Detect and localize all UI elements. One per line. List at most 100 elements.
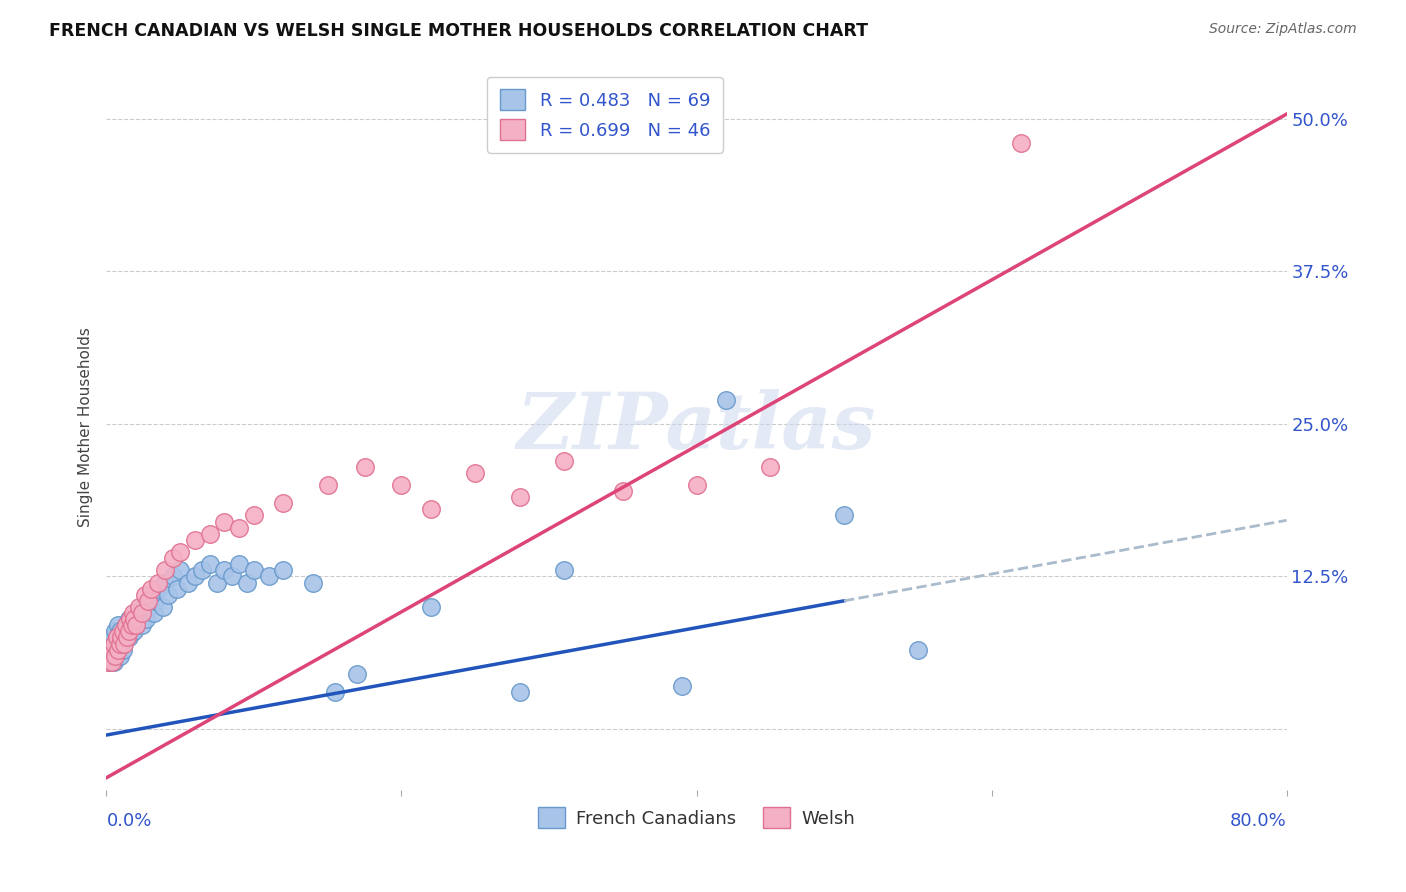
Point bbox=[273, 563, 295, 577]
Point bbox=[302, 575, 325, 590]
Point bbox=[122, 612, 145, 626]
Point bbox=[146, 582, 169, 596]
Point bbox=[134, 606, 156, 620]
Point bbox=[97, 655, 120, 669]
Point bbox=[101, 655, 124, 669]
Point bbox=[323, 685, 346, 699]
Point bbox=[129, 612, 152, 626]
Point bbox=[125, 618, 148, 632]
Point bbox=[114, 618, 136, 632]
Point bbox=[103, 636, 125, 650]
Point bbox=[228, 558, 250, 572]
Point bbox=[508, 490, 530, 504]
Point bbox=[157, 588, 180, 602]
Point bbox=[714, 392, 737, 407]
Point bbox=[108, 624, 131, 639]
Point bbox=[124, 624, 146, 639]
Legend: French Canadians, Welsh: French Canadians, Welsh bbox=[531, 800, 862, 835]
Point bbox=[97, 648, 120, 663]
Point bbox=[353, 459, 375, 474]
Point bbox=[104, 624, 127, 639]
Point bbox=[759, 459, 782, 474]
Point bbox=[162, 569, 184, 583]
Point bbox=[132, 599, 155, 614]
Point bbox=[108, 648, 131, 663]
Text: Source: ZipAtlas.com: Source: ZipAtlas.com bbox=[1209, 22, 1357, 37]
Point bbox=[120, 612, 142, 626]
Point bbox=[117, 631, 139, 645]
Point bbox=[184, 569, 207, 583]
Point bbox=[117, 612, 139, 626]
Point bbox=[907, 642, 929, 657]
Point bbox=[155, 575, 177, 590]
Point bbox=[105, 642, 128, 657]
Y-axis label: Single Mother Households: Single Mother Households bbox=[79, 327, 93, 527]
Point bbox=[112, 624, 135, 639]
Point bbox=[103, 655, 125, 669]
Point bbox=[257, 569, 280, 583]
Point bbox=[111, 642, 134, 657]
Point bbox=[110, 636, 132, 650]
Point bbox=[221, 569, 243, 583]
Text: FRENCH CANADIAN VS WELSH SINGLE MOTHER HOUSEHOLDS CORRELATION CHART: FRENCH CANADIAN VS WELSH SINGLE MOTHER H… bbox=[49, 22, 869, 40]
Point bbox=[112, 631, 135, 645]
Point bbox=[420, 599, 443, 614]
Point bbox=[128, 606, 150, 620]
Point bbox=[142, 606, 165, 620]
Point bbox=[110, 631, 132, 645]
Point bbox=[128, 599, 150, 614]
Point bbox=[135, 612, 157, 626]
Point bbox=[139, 582, 162, 596]
Point bbox=[176, 575, 198, 590]
Point bbox=[120, 618, 142, 632]
Point bbox=[191, 563, 214, 577]
Point bbox=[108, 636, 131, 650]
Point bbox=[243, 563, 266, 577]
Point bbox=[273, 496, 295, 510]
Point bbox=[136, 599, 159, 614]
Point bbox=[143, 594, 166, 608]
Point bbox=[169, 563, 191, 577]
Point bbox=[100, 636, 122, 650]
Point bbox=[110, 631, 132, 645]
Point bbox=[131, 618, 153, 632]
Point bbox=[114, 618, 136, 632]
Point bbox=[508, 685, 530, 699]
Point bbox=[553, 453, 575, 467]
Point bbox=[155, 563, 177, 577]
Point bbox=[105, 631, 128, 645]
Point bbox=[124, 612, 146, 626]
Point bbox=[685, 478, 707, 492]
Point bbox=[105, 631, 128, 645]
Text: 0.0%: 0.0% bbox=[107, 812, 152, 830]
Point bbox=[391, 478, 413, 492]
Point bbox=[1010, 136, 1032, 151]
Point bbox=[162, 551, 184, 566]
Point bbox=[98, 655, 121, 669]
Point bbox=[243, 508, 266, 523]
Point bbox=[235, 575, 257, 590]
Point bbox=[316, 478, 339, 492]
Point bbox=[169, 545, 191, 559]
Point bbox=[115, 631, 138, 645]
Point bbox=[198, 558, 221, 572]
Point bbox=[101, 648, 124, 663]
Point bbox=[100, 642, 122, 657]
Point bbox=[214, 515, 236, 529]
Point bbox=[553, 563, 575, 577]
Point bbox=[101, 631, 124, 645]
Point bbox=[104, 648, 127, 663]
Point bbox=[125, 618, 148, 632]
Point bbox=[104, 648, 127, 663]
Point bbox=[115, 624, 138, 639]
Point bbox=[103, 636, 125, 650]
Point bbox=[121, 624, 143, 639]
Point bbox=[671, 679, 693, 693]
Point bbox=[612, 483, 634, 498]
Point bbox=[111, 624, 134, 639]
Point bbox=[136, 594, 159, 608]
Point bbox=[134, 588, 156, 602]
Point bbox=[166, 582, 188, 596]
Point bbox=[117, 624, 139, 639]
Point bbox=[121, 618, 143, 632]
